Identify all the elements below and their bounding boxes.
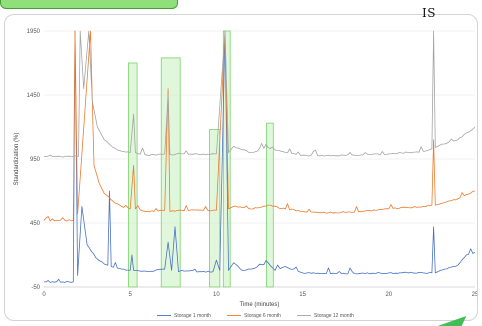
x-tick-label: 15 — [299, 292, 306, 298]
x-tick-label: 25 — [472, 292, 478, 298]
x-tick-label: 0 — [42, 292, 46, 298]
highlight-box — [209, 129, 221, 288]
x-tick-label: 5 — [129, 292, 133, 298]
x-tick-label: 10 — [213, 292, 220, 298]
legend-label-2: Storage 6 month — [244, 313, 281, 319]
legend-label-3: Storage 12 month — [314, 313, 354, 319]
legend-label-1: Storage 1 month — [174, 313, 211, 319]
y-tick-label: 950 — [30, 157, 41, 163]
y-tick-label: 450 — [30, 221, 41, 227]
chart-card: -50 450 950 1450 1950 0 5 10 15 20 25 Time (minutes… — [4, 14, 478, 321]
y-tick-label: 1950 — [27, 29, 41, 35]
series-line-1 — [43, 30, 476, 283]
is-annotation: IS — [422, 6, 436, 20]
x-axis-title: Time (minutes) — [240, 302, 280, 308]
x-tick-label: 20 — [385, 292, 392, 298]
y-axis-title: Standardization (%) — [14, 133, 20, 186]
series-line-2 — [43, 30, 476, 222]
chart-plot: -50 450 950 1450 1950 0 5 10 15 20 25 Time (minutes… — [14, 29, 478, 319]
y-tick-label: 1450 — [27, 93, 41, 99]
series-line-3 — [43, 30, 476, 158]
arrow-icon — [437, 316, 467, 326]
y-tick-label: -50 — [31, 285, 40, 291]
highlight-banner — [0, 0, 178, 9]
